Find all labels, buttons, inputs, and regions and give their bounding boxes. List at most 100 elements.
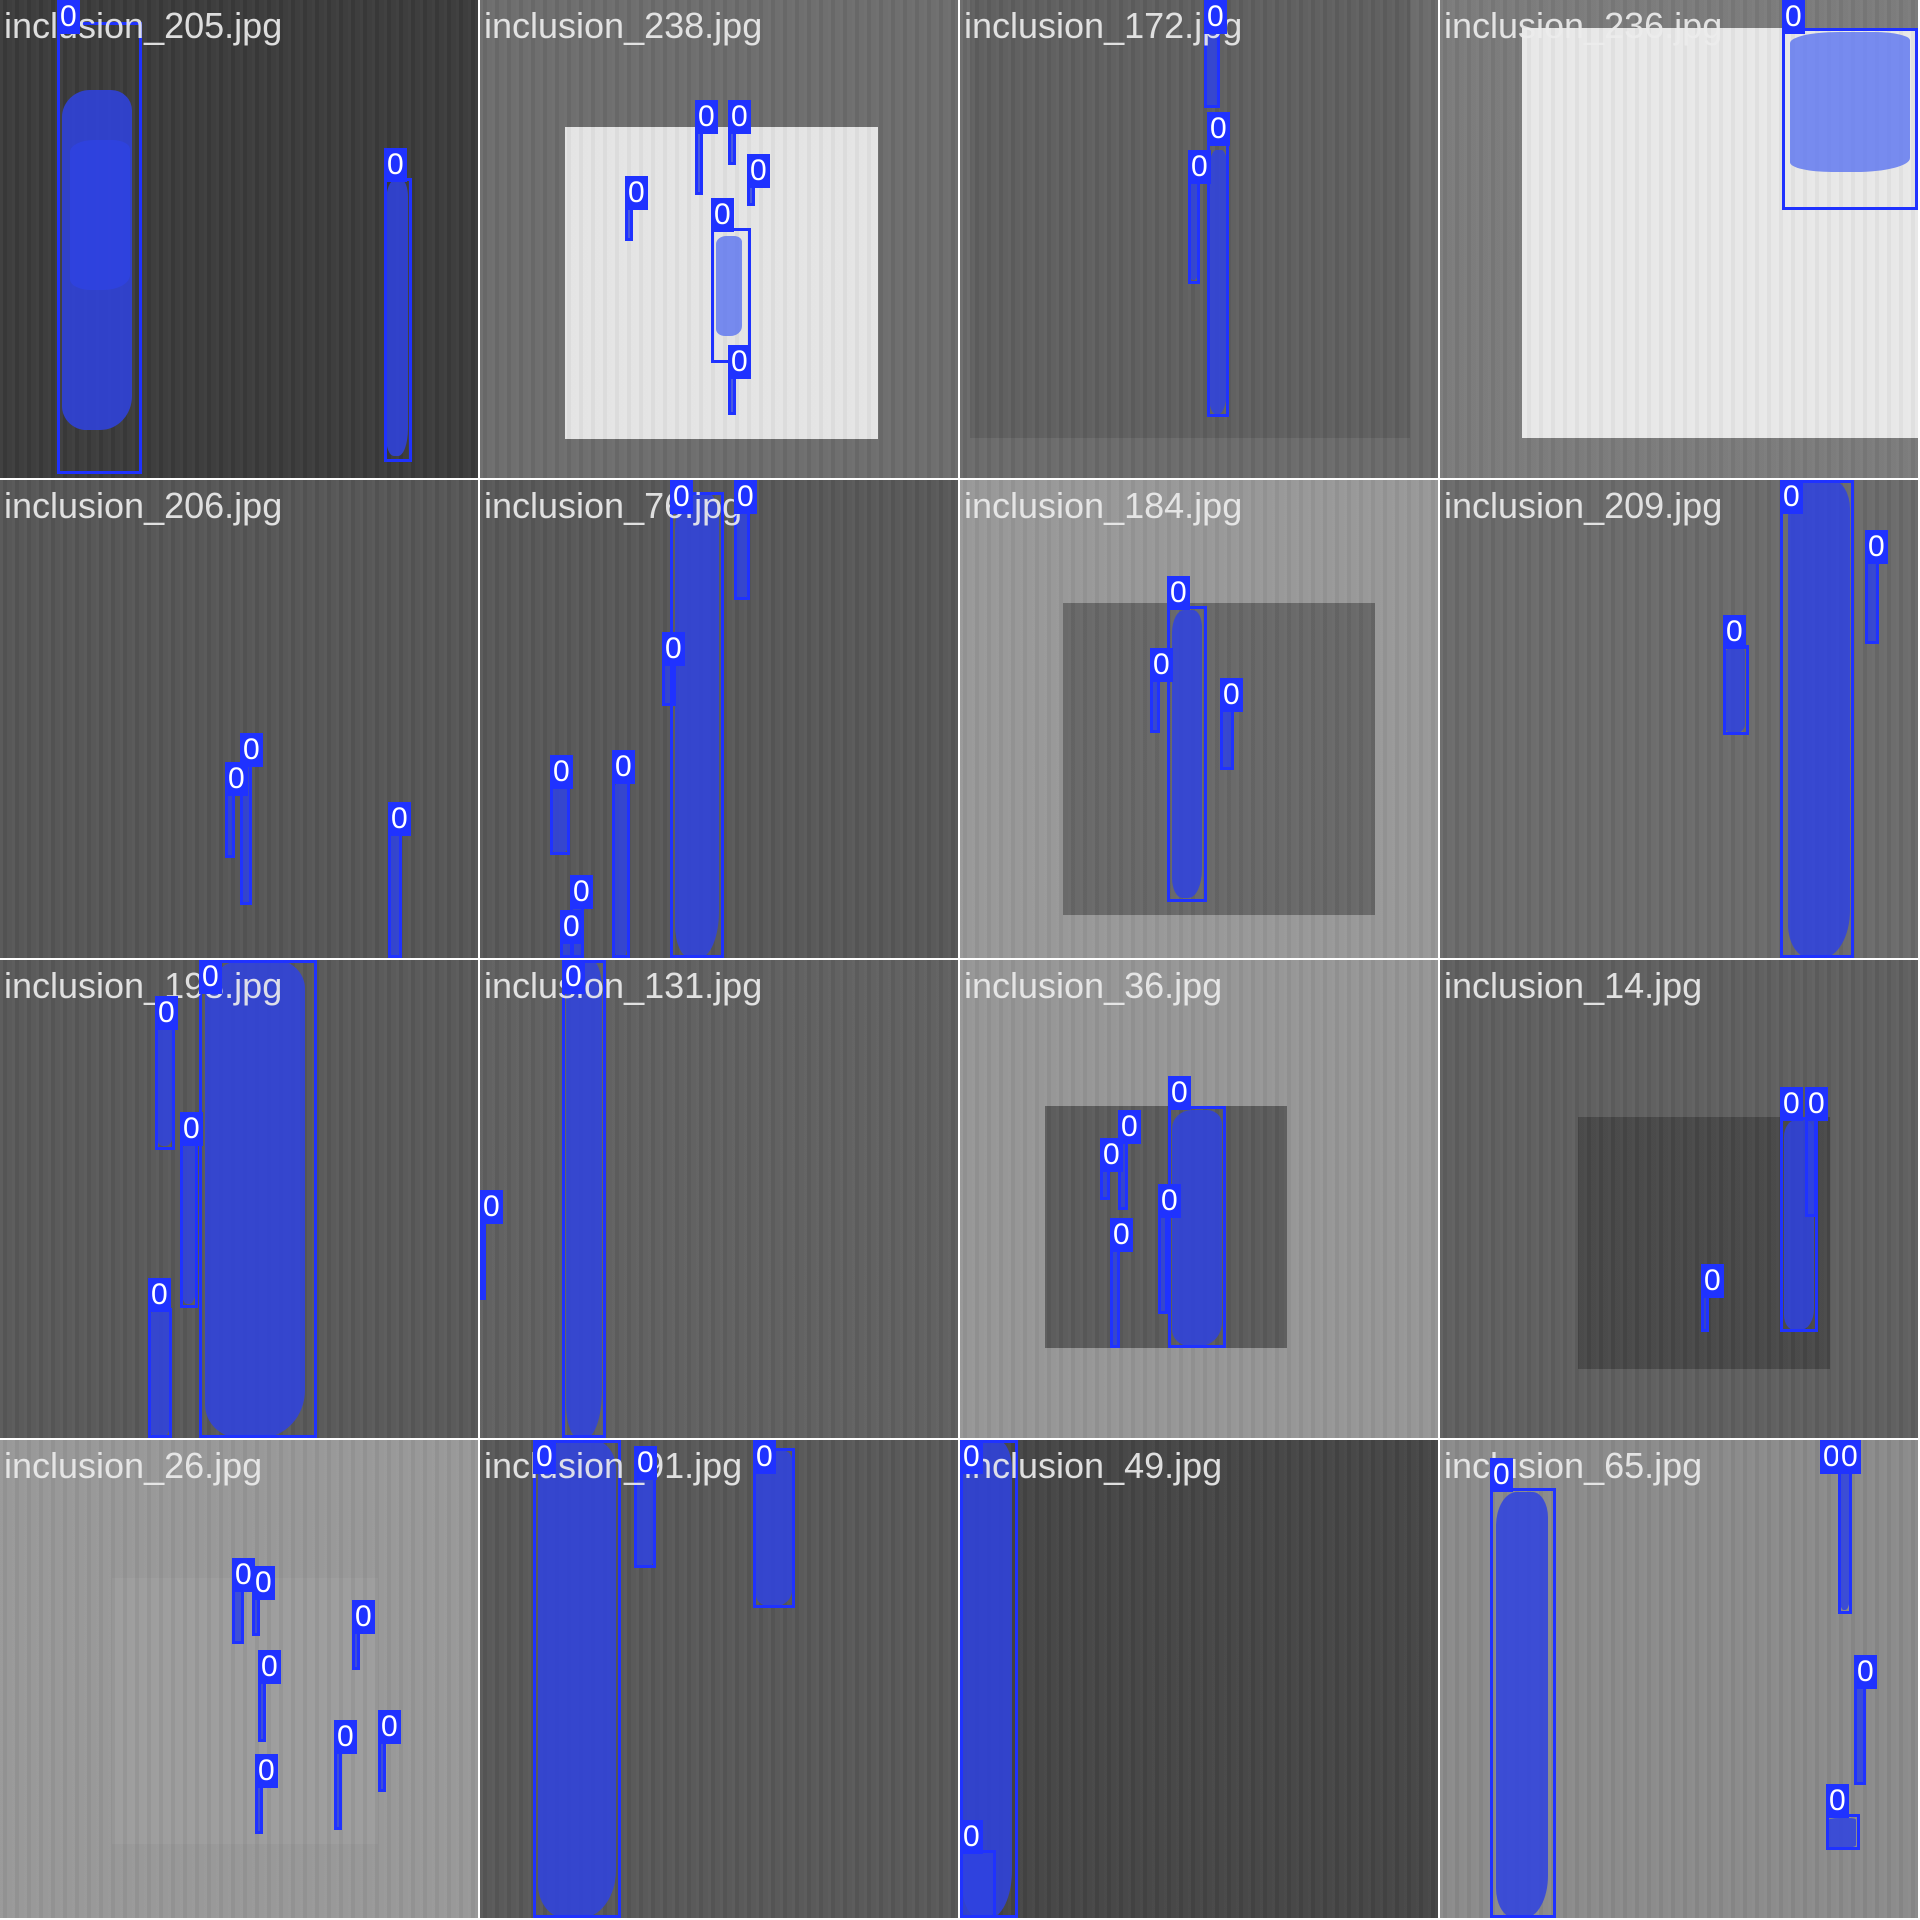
segmentation-mask — [756, 1450, 792, 1606]
class-label-tag: 0 — [728, 100, 751, 134]
detection-box — [258, 1680, 266, 1742]
detection-box — [252, 1596, 260, 1636]
segmentation-mask — [1120, 1140, 1126, 1210]
image-tile: 0 0 inclusion_49.jpg — [960, 1440, 1438, 1918]
detection-box — [1220, 708, 1234, 770]
class-label-tag: 0 — [634, 1446, 657, 1480]
detection-box — [1854, 1685, 1866, 1785]
detection-box — [384, 178, 412, 462]
detection-box — [634, 1476, 656, 1568]
segmentation-mask — [242, 765, 250, 905]
tile-filename: inclusion_205.jpg — [4, 5, 283, 46]
detection-box — [1723, 645, 1749, 735]
detection-box — [1780, 480, 1854, 958]
class-label-tag: 0 — [334, 1720, 357, 1754]
class-label-tag: 0 — [1204, 0, 1227, 34]
class-label-tag: 0 — [1490, 1458, 1513, 1492]
segmentation-mask — [1222, 708, 1232, 770]
class-label-tag: 0 — [1118, 1110, 1141, 1144]
tile-inner-image — [112, 1578, 378, 1844]
image-tile: 0 0 0 0 0 0 0 inclusion_26.jpg — [0, 1440, 478, 1918]
tile-filename: inclusion_26.jpg — [4, 1445, 263, 1486]
tile-filename: inclusion_209.jpg — [1444, 485, 1723, 526]
detection-box — [388, 832, 402, 958]
class-label-tag: 0 — [1168, 1076, 1191, 1110]
class-label-tag: 0 — [747, 154, 770, 188]
detection-box — [1167, 606, 1207, 902]
segmentation-mask — [1152, 678, 1158, 733]
class-label-tag: 0 — [1826, 1784, 1849, 1818]
class-label-tag: 0 — [240, 733, 263, 767]
segmentation-mask — [962, 1850, 994, 1918]
class-label-tag: 0 — [570, 875, 593, 909]
class-label-tag: 0 — [480, 1190, 503, 1224]
class-label-tag: 0 — [1701, 1264, 1724, 1298]
class-label-tag: 0 — [1188, 150, 1211, 184]
detection-box — [1100, 1168, 1110, 1200]
tile-background — [960, 1440, 1438, 1918]
detection-box — [57, 22, 142, 474]
detection-box — [1865, 560, 1879, 644]
segmentation-mask — [538, 1440, 616, 1918]
segmentation-mask — [1702, 1294, 1708, 1332]
image-tile: 0 0 0 0 0 inclusion_36.jpg — [960, 960, 1438, 1438]
detection-box — [625, 206, 633, 241]
detection-box — [255, 1784, 263, 1834]
segmentation-mask — [695, 130, 702, 195]
class-label-tag: 0 — [1100, 1138, 1123, 1172]
class-label-tag: 0 — [378, 1710, 401, 1744]
detection-box — [1188, 180, 1200, 284]
segmentation-mask — [728, 375, 734, 415]
class-label-tag: 0 — [255, 1754, 278, 1788]
detection-box — [378, 1740, 386, 1792]
tile-background — [0, 480, 478, 958]
segmentation-mask — [747, 184, 754, 206]
tile-background — [480, 480, 958, 958]
class-label-tag: 0 — [695, 100, 718, 134]
class-label-tag: 0 — [180, 1112, 203, 1146]
image-tile: 0 0 0 inclusion_91.jpg — [480, 1440, 958, 1918]
class-label-tag: 0 — [562, 960, 585, 994]
tile-filename: inclusion_172.jpg — [964, 5, 1243, 46]
segmentation-mask — [227, 792, 233, 856]
class-label-tag: 0 — [252, 1566, 275, 1600]
class-label-tag: 0 — [728, 345, 751, 379]
class-label-tag: 0 — [550, 755, 573, 789]
detection-box — [180, 1142, 198, 1308]
image-tile: 0 0 inclusion_131.jpg — [480, 960, 958, 1438]
class-label-tag: 0 — [670, 480, 693, 514]
detection-box — [550, 785, 570, 855]
class-label-tag: 0 — [57, 0, 80, 34]
segmentation-mask — [205, 960, 305, 1438]
image-tile: 0 0 inclusion_205.jpg — [0, 0, 478, 478]
tile-filename: inclusion_36.jpg — [964, 965, 1223, 1006]
class-label-tag: 0 — [960, 1440, 983, 1474]
segmentation-mask — [1856, 1685, 1864, 1785]
tile-inner-image — [1063, 603, 1375, 915]
tile-filename: inclusion_184.jpg — [964, 485, 1243, 526]
class-label-tag: 0 — [1838, 1440, 1861, 1474]
segmentation-mask — [636, 1476, 654, 1568]
detection-box — [148, 1308, 172, 1438]
segmentation-mask — [1102, 1168, 1108, 1200]
segmentation-mask — [736, 500, 748, 600]
image-tile: 0 inclusion_236.jpg — [1440, 0, 1918, 478]
segmentation-mask — [1788, 480, 1850, 958]
tile-filename: inclusion_236.jpg — [1444, 5, 1723, 46]
class-label-tag: 0 — [625, 176, 648, 210]
segmentation-mask — [675, 492, 719, 958]
segmentation-mask — [1172, 610, 1202, 898]
tile-filename: inclusion_238.jpg — [484, 5, 763, 46]
image-tile: 0 0 0 0 0 0 0 inclusion_76.jpg — [480, 480, 958, 958]
detection-box — [1782, 28, 1918, 210]
segmentation-mask — [256, 1784, 262, 1834]
detection-box — [1168, 1106, 1226, 1348]
detection-box — [695, 130, 703, 195]
class-label-tag: 0 — [1782, 0, 1805, 34]
image-tile: 0 0 0 inclusion_206.jpg — [0, 480, 478, 958]
tile-background — [480, 960, 958, 1438]
segmentation-mask — [1790, 32, 1910, 172]
class-label-tag: 0 — [960, 1820, 983, 1854]
segmentation-mask — [390, 832, 400, 958]
image-tile: 0 0 0 inclusion_172.jpg — [960, 0, 1438, 478]
